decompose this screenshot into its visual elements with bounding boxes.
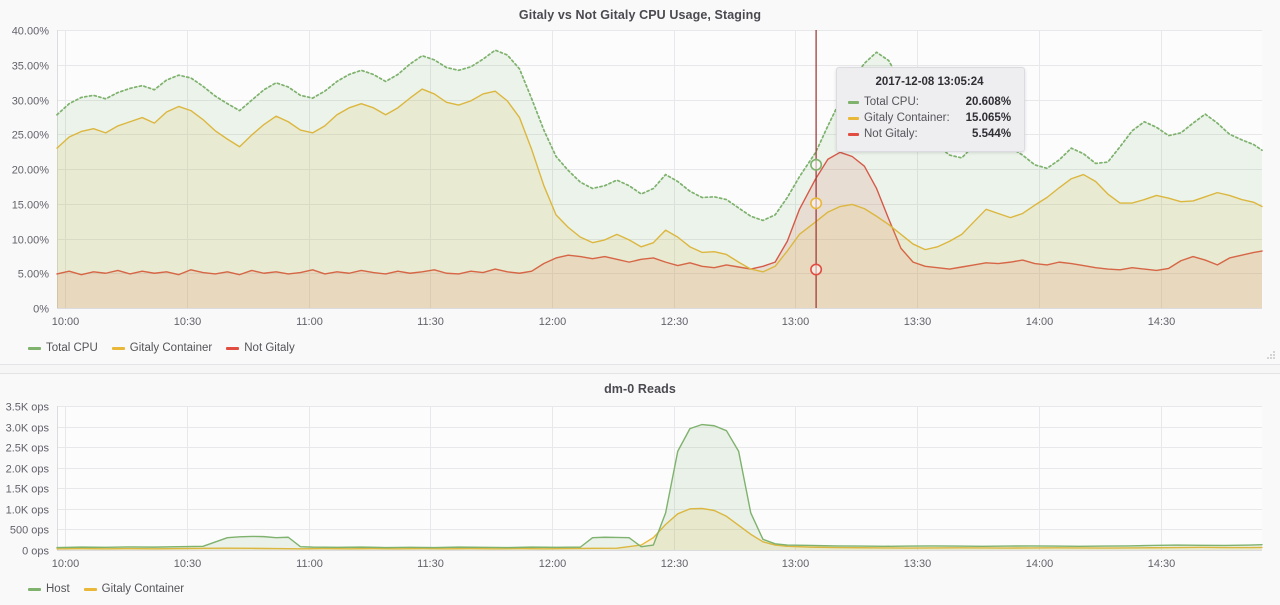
series-line-gitaly-container	[56, 507, 1263, 550]
y-axis-tick-label: 3.0K ops	[6, 423, 50, 435]
series-area-total-cpu	[57, 50, 1262, 308]
legend-item-host[interactable]: Host	[28, 583, 70, 595]
legend-swatch	[83, 587, 97, 591]
x-axis-tick-label: 13:30	[904, 316, 932, 328]
panel-title-reads[interactable]: dm-0 Reads	[604, 382, 676, 396]
y-axis-tick-label: 10.00%	[12, 235, 50, 247]
y-axis-tick-label: 0 ops	[22, 546, 49, 558]
x-axis-tick-label: 10:00	[52, 558, 80, 570]
x-axis-tick-label: 11:00	[296, 316, 323, 328]
y-axis-tick-label: 5.00%	[18, 269, 49, 281]
x-axis-tick-label: 11:30	[417, 316, 444, 328]
tooltip-series-name: Not Gitaly:	[864, 128, 918, 140]
datapoint-marker-total-cpu	[810, 158, 823, 171]
legend-item-gitaly-container[interactable]: Gitaly Container	[111, 342, 213, 354]
series-line-gitaly-container	[56, 88, 1263, 273]
tooltip-rows: Total CPU: 20.608% Gitaly Container: 15.065…	[848, 94, 1011, 142]
graph-cpu[interactable]: 40.00% 35.00% 30.00% 25.00% 20.00% 15.00% 10.0…	[0, 22, 1280, 334]
cpu-plot-svg[interactable]: 40.00% 35.00% 30.00% 25.00% 20.00% 15.00% 10.0…	[0, 22, 1280, 334]
panel-cpu-usage: Gitaly vs Not Gitaly CPU Usage, Staging …	[0, 8, 1280, 365]
x-axis-tick-label: 10:30	[174, 316, 202, 328]
x-axis-tick-label: 11:00	[296, 558, 323, 570]
y-axis-tick-label: 25.00%	[12, 130, 50, 142]
reads-plot-svg[interactable]: 3.5K ops 3.0K ops 2.5K ops 2.0K ops 1.5K ops…	[0, 396, 1280, 576]
resize-grip-icon[interactable]	[1265, 349, 1277, 361]
tooltip-series-value: 5.544%	[972, 128, 1012, 140]
legend-label: Total CPU	[46, 342, 98, 354]
x-axis-tick-label: 11:30	[417, 558, 444, 570]
tooltip-series-swatch	[848, 116, 859, 120]
tooltip-timestamp: 2017-12-08 13:05:24	[875, 76, 984, 88]
series-line-host	[56, 423, 1263, 549]
graph-reads[interactable]: 3.5K ops 3.0K ops 2.5K ops 2.0K ops 1.5K ops…	[0, 396, 1280, 576]
x-axis-tick-label: 12:00	[539, 558, 567, 570]
x-axis-tick-label: 12:00	[539, 316, 567, 328]
x-axis-tick-label: 13:00	[782, 558, 810, 570]
x-axis-tick-label: 10:30	[174, 558, 202, 570]
legend-label: Gitaly Container	[101, 583, 185, 595]
y-axis-tick-label: 2.0K ops	[6, 464, 50, 476]
legend-reads[interactable]: Host Gitaly Container	[28, 583, 184, 595]
legend-item-not-gitaly[interactable]: Not Gitaly	[226, 342, 295, 354]
y-axis-tick-label: 2.5K ops	[6, 443, 50, 455]
y-axis-tick-label: 20.00%	[12, 165, 50, 177]
series-line-total-cpu	[56, 49, 1263, 222]
x-axis-tick-label: 12:30	[661, 316, 689, 328]
tooltip-row: Total CPU: 20.608%	[848, 94, 1011, 110]
y-axis-tick-label: 30.00%	[12, 96, 50, 108]
x-axis-tick-label: 13:30	[904, 558, 932, 570]
panel-title-cpu[interactable]: Gitaly vs Not Gitaly CPU Usage, Staging	[518, 8, 762, 22]
x-axis-tick-label: 14:00	[1026, 558, 1054, 570]
x-axis-tick-label: 14:30	[1148, 558, 1176, 570]
tooltip-series-swatch	[848, 132, 859, 136]
tooltip-row: Gitaly Container: 15.065%	[848, 110, 1011, 126]
y-axis-tick-label: 1.5K ops	[6, 484, 50, 496]
y-axis-tick-label: 3.5K ops	[6, 402, 50, 414]
series-tooltip: 2017-12-08 13:05:24 Total CPU: 20.608% Git…	[836, 67, 1026, 152]
tooltip-series-swatch	[848, 100, 859, 104]
legend-label: Not Gitaly	[244, 342, 295, 354]
legend-item-gitaly-container[interactable]: Gitaly Container	[83, 583, 185, 595]
legend-swatch	[111, 346, 125, 350]
panel-dm0-reads: dm-0 Reads 3.5K ops 3.0K ops 2.5K ops 2.0K …	[0, 373, 1280, 605]
legend-swatch	[28, 346, 41, 350]
tooltip-series-name: Gitaly Container:	[864, 112, 950, 124]
x-axis-tick-label: 10:00	[52, 316, 80, 328]
legend-swatch	[28, 587, 41, 591]
x-axis-tick-label: 12:30	[661, 558, 689, 570]
datapoint-marker-not-gitaly	[810, 263, 823, 276]
legend-item-total-cpu[interactable]: Total CPU	[28, 342, 98, 354]
legend-swatch	[226, 346, 240, 350]
legend-cpu[interactable]: Total CPU Gitaly Container Not Gitaly	[28, 342, 295, 354]
tooltip-series-value: 15.065%	[965, 112, 1012, 124]
y-axis-tick-label: 35.00%	[12, 61, 50, 73]
series-line-not-gitaly	[56, 151, 1263, 276]
legend-label: Host	[46, 583, 70, 595]
y-axis-tick-label: 1.0K ops	[6, 505, 50, 517]
tooltip-row: Not Gitaly: 5.544%	[848, 126, 1011, 142]
tooltip-series-name: Total CPU:	[864, 96, 919, 108]
tooltip-series-value: 20.608%	[965, 96, 1012, 108]
x-axis-tick-label: 14:30	[1148, 316, 1176, 328]
x-axis-tick-label: 13:00	[782, 316, 810, 328]
y-axis-tick-label: 500 ops	[10, 525, 50, 537]
y-axis-tick-label: 40.00%	[12, 26, 50, 38]
series-area-gitaly-container	[57, 89, 1262, 308]
y-axis-tick-label: 0%	[33, 304, 49, 316]
legend-label: Gitaly Container	[129, 342, 213, 354]
y-axis-tick-label: 15.00%	[12, 200, 50, 212]
series-area-gitaly-container	[57, 508, 1262, 550]
series-area-not-gitaly	[57, 152, 1262, 308]
x-axis-tick-label: 14:00	[1026, 316, 1054, 328]
datapoint-marker-gitaly-container	[810, 197, 823, 210]
